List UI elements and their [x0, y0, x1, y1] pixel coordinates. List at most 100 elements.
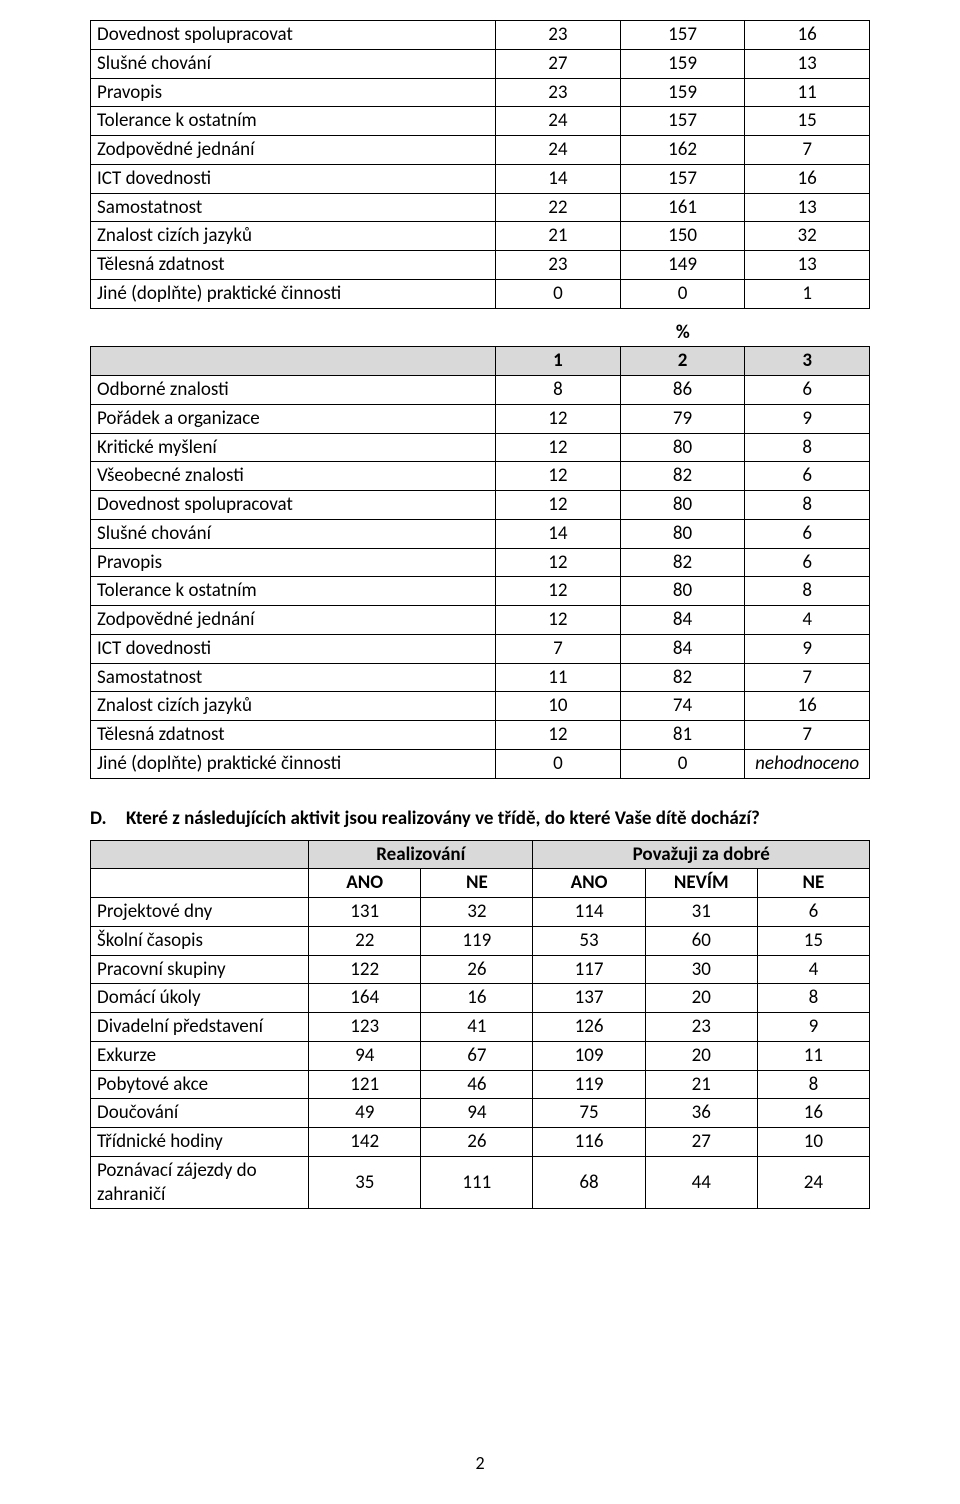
group-header: Považuji za dobré	[533, 840, 870, 869]
row-value: 23	[496, 251, 621, 280]
row-value: 10	[757, 1128, 869, 1157]
row-label: Pracovní skupiny	[91, 955, 309, 984]
row-value: 15	[757, 926, 869, 955]
row-value: 20	[645, 984, 757, 1013]
row-value: 157	[620, 21, 745, 50]
row-label: Znalost cizích jazyků	[91, 222, 496, 251]
row-value: 26	[421, 1128, 533, 1157]
row-value: 16	[421, 984, 533, 1013]
row-label: Dovednost spolupracovat	[91, 21, 496, 50]
row-label: Slušné chování	[91, 519, 496, 548]
row-value: 36	[645, 1099, 757, 1128]
row-value: 162	[620, 136, 745, 165]
row-value: 123	[309, 1013, 421, 1042]
row-value: 12	[496, 462, 621, 491]
row-value: 1	[745, 279, 870, 308]
row-value: 86	[620, 376, 745, 405]
table-row: Tolerance k ostatním2415715	[91, 107, 870, 136]
row-value: 94	[309, 1041, 421, 1070]
row-value: 122	[309, 955, 421, 984]
row-value: 117	[533, 955, 645, 984]
percent-symbol: %	[620, 313, 745, 347]
row-label: Tolerance k ostatním	[91, 107, 496, 136]
row-label: Pravopis	[91, 548, 496, 577]
table-row: Divadelní představení12341126239	[91, 1013, 870, 1042]
table-row: Třídnické hodiny142261162710	[91, 1128, 870, 1157]
row-value: 30	[645, 955, 757, 984]
row-value: 0	[620, 749, 745, 778]
section-d-heading: D. Které z následujících aktivit jsou re…	[90, 807, 870, 830]
row-label: Divadelní představení	[91, 1013, 309, 1042]
row-value: 12	[496, 577, 621, 606]
percent-label-row: %	[90, 313, 870, 347]
row-value: 119	[533, 1070, 645, 1099]
row-label: Kritické myšlení	[91, 433, 496, 462]
row-value: nehodnoceno	[745, 749, 870, 778]
row-value: 23	[496, 21, 621, 50]
group-header: Realizování	[309, 840, 533, 869]
table-row: ICT dovednosti1415716	[91, 164, 870, 193]
row-value: 121	[309, 1070, 421, 1099]
row-value: 0	[620, 279, 745, 308]
table-row: Samostatnost11827	[91, 663, 870, 692]
row-label: ICT dovednosti	[91, 164, 496, 193]
row-value: 16	[745, 692, 870, 721]
row-value: 6	[745, 462, 870, 491]
row-value: 4	[745, 606, 870, 635]
row-value: 126	[533, 1013, 645, 1042]
row-value: 164	[309, 984, 421, 1013]
row-value: 31	[645, 898, 757, 927]
table-row: Jiné (doplňte) praktické činnosti00nehod…	[91, 749, 870, 778]
row-value: 82	[620, 663, 745, 692]
sub-header: ANO	[533, 869, 645, 898]
table-row: Znalost cizích jazyků2115032	[91, 222, 870, 251]
row-value: 7	[745, 721, 870, 750]
row-label: Odborné znalosti	[91, 376, 496, 405]
row-value: 8	[757, 984, 869, 1013]
row-value: 80	[620, 577, 745, 606]
row-value: 44	[645, 1156, 757, 1209]
row-value: 74	[620, 692, 745, 721]
row-label: Pobytové akce	[91, 1070, 309, 1099]
row-value: 67	[421, 1041, 533, 1070]
table-row: Tolerance k ostatním12808	[91, 577, 870, 606]
row-value: 12	[496, 433, 621, 462]
row-label: Tělesná zdatnost	[91, 251, 496, 280]
page-number: 2	[0, 1452, 960, 1474]
table-row: Zodpovědné jednání241627	[91, 136, 870, 165]
row-label: Jiné (doplňte) praktické činnosti	[91, 279, 496, 308]
row-label: Třídnické hodiny	[91, 1128, 309, 1157]
row-value: 46	[421, 1070, 533, 1099]
table-row: Dovednost spolupracovat12808	[91, 491, 870, 520]
row-label: Domácí úkoly	[91, 984, 309, 1013]
table-row: Pravopis2315911	[91, 78, 870, 107]
row-value: 10	[496, 692, 621, 721]
row-label: Samostatnost	[91, 193, 496, 222]
row-value: 82	[620, 462, 745, 491]
sub-header: NE	[757, 869, 869, 898]
row-label: Projektové dny	[91, 898, 309, 927]
row-value: 9	[757, 1013, 869, 1042]
table-row: Všeobecné znalosti12826	[91, 462, 870, 491]
row-value: 0	[496, 279, 621, 308]
row-value: 41	[421, 1013, 533, 1042]
row-value: 49	[309, 1099, 421, 1128]
table-subheader-row: ANONEANONEVÍMNE	[91, 869, 870, 898]
table-row: Projektové dny13132114316	[91, 898, 870, 927]
row-value: 53	[533, 926, 645, 955]
row-value: 116	[533, 1128, 645, 1157]
row-value: 8	[745, 577, 870, 606]
table-row: Domácí úkoly16416137208	[91, 984, 870, 1013]
row-label: ICT dovednosti	[91, 634, 496, 663]
row-value: 8	[745, 433, 870, 462]
table-row: Pořádek a organizace12799	[91, 404, 870, 433]
row-value: 11	[757, 1041, 869, 1070]
sub-header: NE	[421, 869, 533, 898]
row-value: 35	[309, 1156, 421, 1209]
row-value: 7	[745, 136, 870, 165]
row-value: 111	[421, 1156, 533, 1209]
table-1: Dovednost spolupracovat2315716Slušné cho…	[90, 20, 870, 309]
row-label: Školní časopis	[91, 926, 309, 955]
table-header-row: RealizováníPovažuji za dobré	[91, 840, 870, 869]
row-value: 6	[745, 519, 870, 548]
